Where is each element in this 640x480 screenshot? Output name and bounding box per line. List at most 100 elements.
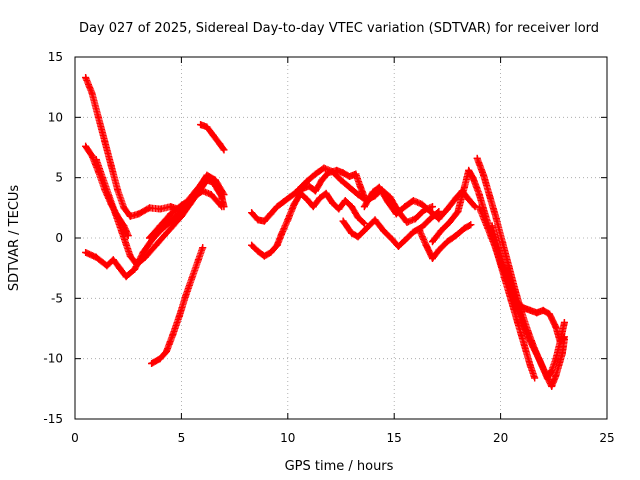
data-point <box>309 203 317 211</box>
data-points <box>82 74 568 390</box>
x-tick-label: 5 <box>178 431 186 445</box>
data-point <box>145 234 153 242</box>
data-point <box>514 299 522 307</box>
data-point <box>107 162 115 170</box>
data-point <box>380 227 388 235</box>
data-point <box>465 166 473 174</box>
data-point <box>163 347 171 355</box>
data-point <box>286 193 294 201</box>
data-point <box>388 235 396 243</box>
data-point <box>101 137 109 145</box>
data-point <box>435 207 443 215</box>
data-point <box>471 203 479 211</box>
data-point <box>139 248 147 256</box>
series-track-9 <box>248 189 368 260</box>
data-point <box>535 355 543 363</box>
data-point <box>429 203 437 211</box>
data-point <box>145 204 153 212</box>
data-point <box>560 318 568 326</box>
data-point <box>216 140 224 148</box>
data-point <box>494 244 502 252</box>
data-point <box>426 215 434 223</box>
data-point <box>328 168 336 176</box>
data-point <box>348 203 356 211</box>
data-point <box>267 248 275 256</box>
data-point <box>114 186 122 194</box>
series-track-1 <box>82 74 185 220</box>
data-point <box>105 192 113 200</box>
data-point <box>467 221 475 229</box>
data-point <box>354 213 362 221</box>
data-point <box>220 146 228 154</box>
data-point <box>409 197 417 205</box>
data-point <box>363 224 371 232</box>
data-point <box>254 216 262 224</box>
data-point <box>311 187 319 195</box>
data-point <box>548 382 556 390</box>
data-point <box>429 255 437 263</box>
data-point <box>507 285 515 293</box>
data-point <box>360 203 368 211</box>
data-point <box>475 191 483 199</box>
data-point <box>169 331 177 339</box>
y-tick-label: 15 <box>48 50 63 64</box>
data-point <box>460 183 468 191</box>
data-point <box>418 200 426 208</box>
data-point <box>203 123 211 131</box>
axis-ticks: 0 5 10 15 20 25 -15 -10 -5 0 5 10 15 <box>43 50 614 445</box>
y-tick-label: -15 <box>43 412 63 426</box>
data-point <box>156 355 164 363</box>
data-point <box>422 241 430 249</box>
data-point <box>452 232 460 240</box>
data-point <box>199 244 207 252</box>
data-point <box>492 215 500 223</box>
data-point <box>177 207 185 215</box>
data-point <box>199 187 207 195</box>
data-point <box>526 362 534 370</box>
data-point <box>122 273 130 281</box>
data-point <box>392 210 400 218</box>
data-point <box>475 204 483 212</box>
data-point <box>518 318 526 326</box>
data-point <box>356 182 364 190</box>
data-point <box>294 186 302 194</box>
data-point <box>339 169 347 177</box>
series-track-5 <box>145 187 226 242</box>
data-point <box>435 215 443 223</box>
data-point <box>411 215 419 223</box>
data-point <box>426 207 434 215</box>
series-track-4 <box>82 171 228 281</box>
data-point <box>260 252 268 260</box>
y-tick-label: -10 <box>43 352 63 366</box>
data-point <box>526 338 534 346</box>
data-point <box>539 306 547 314</box>
x-tick-label: 0 <box>71 431 79 445</box>
data-point <box>418 223 426 231</box>
data-point <box>194 256 202 264</box>
data-point <box>82 74 90 82</box>
data-point <box>446 218 454 226</box>
data-point <box>260 217 268 225</box>
data-point <box>248 241 256 249</box>
data-point <box>416 227 424 235</box>
data-point <box>277 230 285 238</box>
data-point <box>188 274 196 282</box>
data-point <box>88 89 96 97</box>
data-point <box>267 210 275 218</box>
data-point <box>556 338 564 346</box>
data-point <box>152 241 160 249</box>
x-tick-label: 15 <box>387 431 402 445</box>
data-point <box>211 176 219 184</box>
series-track-13 <box>416 221 475 263</box>
data-point <box>94 113 102 121</box>
data-point <box>465 195 473 203</box>
x-tick-label: 20 <box>493 431 508 445</box>
data-point <box>335 205 343 213</box>
data-point <box>111 210 119 218</box>
data-point <box>328 199 336 207</box>
data-point <box>346 183 354 191</box>
data-point <box>92 253 100 261</box>
data-point <box>403 218 411 226</box>
